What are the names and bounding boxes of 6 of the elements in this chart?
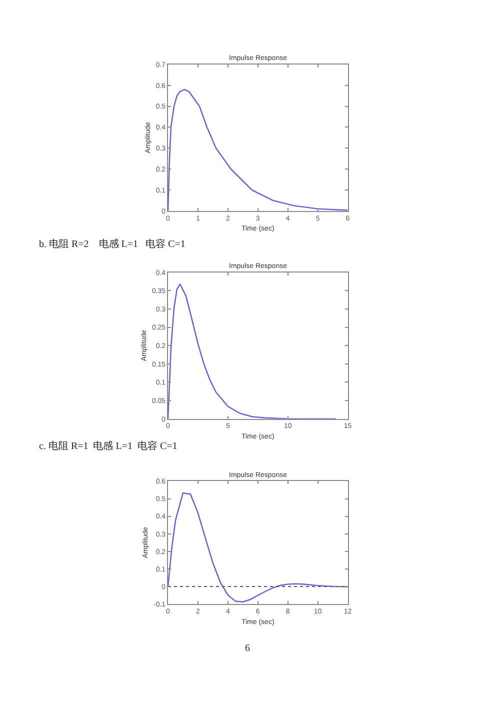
line-series <box>168 492 348 602</box>
line-series <box>168 88 348 211</box>
chart-subtitle: c. 电阻 R=1 电感 L=1 电容 C=1 <box>39 440 178 452</box>
chart-subtitle: b. 电阻 R=2 电感 L=1 电容 C=1 <box>39 238 186 250</box>
line-series <box>168 283 336 419</box>
text: 6 <box>245 643 250 654</box>
